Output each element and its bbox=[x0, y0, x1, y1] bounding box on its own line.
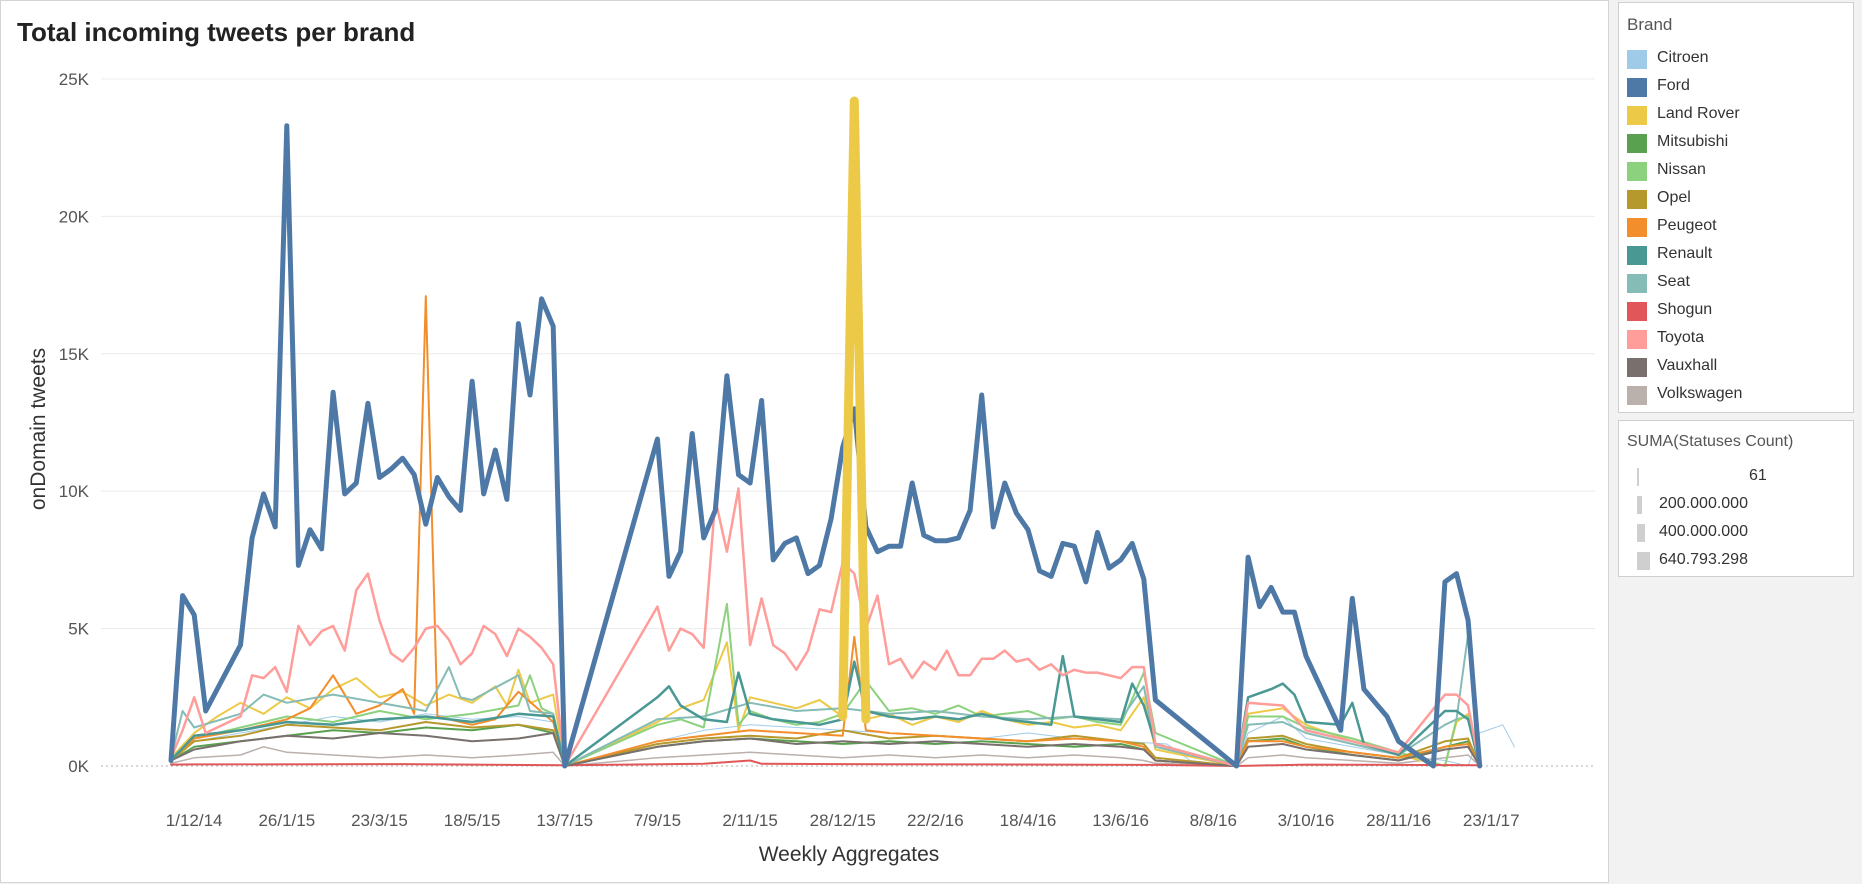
y-tick-label: 10K bbox=[59, 482, 90, 501]
chart-title: Total incoming tweets per brand bbox=[17, 17, 416, 47]
legend-item-vauxhall[interactable]: Vauxhall bbox=[1627, 355, 1847, 379]
legend-item-toyota[interactable]: Toyota bbox=[1627, 327, 1847, 351]
legend-label: Vauxhall bbox=[1657, 357, 1718, 374]
y-tick-label: 0K bbox=[68, 757, 89, 776]
legend-item-shogun[interactable]: Shogun bbox=[1627, 299, 1847, 323]
series-line-seat[interactable] bbox=[170, 633, 1481, 767]
size-legend-label: 200.000.000 bbox=[1659, 495, 1748, 512]
legend-item-seat[interactable]: Seat bbox=[1627, 271, 1847, 295]
legend-label: Renault bbox=[1657, 245, 1713, 262]
series-line-land-rover[interactable] bbox=[170, 100, 1481, 767]
x-tick-label: 1/12/14 bbox=[166, 811, 223, 830]
size-legend-label: 61 bbox=[1749, 467, 1767, 484]
legend-label: Citroen bbox=[1657, 49, 1709, 66]
legend-item-peugeot[interactable]: Peugeot bbox=[1627, 215, 1847, 239]
line-chart[interactable]: 0K 5K 10K 15K 20K 25K 1/12/14 26/1/15 23/3/15 18/… bbox=[1, 1, 1610, 884]
y-axis-title: onDomain tweets bbox=[27, 348, 50, 510]
x-tick-label: 2/11/15 bbox=[722, 811, 777, 830]
legend-label: Peugeot bbox=[1657, 217, 1717, 234]
legend-label: Mitsubishi bbox=[1657, 133, 1729, 150]
legend-swatch bbox=[1627, 190, 1647, 209]
y-tick-label: 5K bbox=[68, 620, 89, 639]
legend-title: Brand bbox=[1627, 15, 1673, 34]
y-tick-label: 25K bbox=[59, 70, 90, 89]
legend-item-land-rover[interactable]: Land Rover bbox=[1627, 103, 1847, 127]
size-legend-mark bbox=[1637, 524, 1645, 542]
legend-item-mitsubishi[interactable]: Mitsubishi bbox=[1627, 131, 1847, 155]
legend-item-ford[interactable]: Ford bbox=[1627, 75, 1847, 99]
size-legend-item: 200.000.000 bbox=[1637, 493, 1837, 517]
legend-label: Volkswagen bbox=[1657, 385, 1743, 402]
x-tick-label: 22/2/16 bbox=[907, 811, 964, 830]
series-line-shogun[interactable] bbox=[170, 759, 1481, 767]
y-tick-label: 20K bbox=[59, 207, 90, 226]
size-legend-title: SUMA(Statuses Count) bbox=[1627, 433, 1794, 450]
legend-label: Ford bbox=[1657, 77, 1690, 94]
legend-item-opel[interactable]: Opel bbox=[1627, 187, 1847, 211]
chart-panel: Total incoming tweets per brand 0K 5K 10K 1… bbox=[0, 0, 1609, 883]
legend-swatch bbox=[1627, 330, 1647, 349]
x-tick-label: 13/7/15 bbox=[536, 811, 593, 830]
size-legend-mark bbox=[1637, 552, 1650, 570]
legend-label: Toyota bbox=[1657, 329, 1705, 346]
series-lines[interactable] bbox=[168, 96, 1515, 769]
x-tick-label: 28/12/15 bbox=[810, 811, 876, 830]
x-tick-label: 13/6/16 bbox=[1092, 811, 1149, 830]
legend-label: Nissan bbox=[1657, 161, 1706, 178]
legend-item-volkswagen[interactable]: Volkswagen bbox=[1627, 383, 1847, 407]
size-legend-mark bbox=[1637, 468, 1639, 486]
size-legend-item: 61 bbox=[1637, 465, 1837, 489]
series-line-renault[interactable] bbox=[169, 654, 1481, 768]
legend-swatch bbox=[1627, 358, 1647, 377]
size-legend-mark bbox=[1637, 496, 1642, 514]
x-tick-label: 3/10/16 bbox=[1278, 811, 1335, 830]
series-line-toyota[interactable] bbox=[169, 487, 1481, 768]
size-legend: SUMA(Statuses Count) 61 200.000.000 400.00… bbox=[1618, 420, 1854, 577]
x-tick-label: 7/9/15 bbox=[634, 811, 681, 830]
legend-swatch bbox=[1627, 246, 1647, 265]
x-tick-label: 18/5/15 bbox=[444, 811, 501, 830]
x-tick-label: 8/8/16 bbox=[1190, 811, 1237, 830]
legend-swatch bbox=[1627, 386, 1647, 405]
legend-item-citroen[interactable]: Citroen bbox=[1627, 47, 1847, 71]
legend-item-renault[interactable]: Renault bbox=[1627, 243, 1847, 267]
legend-label: Shogun bbox=[1657, 301, 1713, 318]
legend-swatch bbox=[1627, 162, 1647, 181]
legend-swatch bbox=[1627, 50, 1647, 69]
color-legend: Brand Citroen Ford Land Rover Mitsubishi Nis… bbox=[1618, 2, 1854, 413]
legend-label: Land Rover bbox=[1657, 105, 1740, 122]
series-line-volkswagen[interactable] bbox=[170, 746, 1481, 767]
legend-swatch bbox=[1627, 106, 1647, 125]
legend-label: Seat bbox=[1657, 273, 1690, 290]
size-legend-item: 640.793.298 bbox=[1637, 549, 1837, 573]
legend-item-nissan[interactable]: Nissan bbox=[1627, 159, 1847, 183]
y-tick-label: 15K bbox=[59, 345, 90, 364]
x-tick-label: 18/4/16 bbox=[1000, 811, 1057, 830]
legend-swatch bbox=[1627, 134, 1647, 153]
series-line-ford[interactable] bbox=[168, 123, 1483, 769]
axes: 0K 5K 10K 15K 20K 25K 1/12/14 26/1/15 23/3/15 18/… bbox=[27, 70, 1520, 866]
legend-swatch bbox=[1627, 78, 1647, 97]
series-line-vauxhall[interactable] bbox=[170, 732, 1481, 767]
x-tick-label: 23/1/17 bbox=[1463, 811, 1520, 830]
legend-label: Opel bbox=[1657, 189, 1691, 206]
legend-swatch bbox=[1627, 274, 1647, 293]
x-tick-label: 23/3/15 bbox=[351, 811, 408, 830]
size-legend-label: 640.793.298 bbox=[1659, 551, 1748, 568]
x-axis-title: Weekly Aggregates bbox=[759, 843, 940, 866]
size-legend-item: 400.000.000 bbox=[1637, 521, 1837, 545]
legend-swatch bbox=[1627, 302, 1647, 321]
series-spike-land-rover[interactable] bbox=[838, 96, 871, 724]
x-tick-label: 26/1/15 bbox=[258, 811, 315, 830]
series-line-peugeot[interactable] bbox=[170, 295, 1481, 767]
size-legend-label: 400.000.000 bbox=[1659, 523, 1748, 540]
legend-swatch bbox=[1627, 218, 1647, 237]
series-line-mitsubishi[interactable] bbox=[170, 723, 1481, 767]
series-line-opel[interactable] bbox=[170, 721, 1481, 767]
x-tick-label: 28/11/16 bbox=[1366, 811, 1431, 830]
